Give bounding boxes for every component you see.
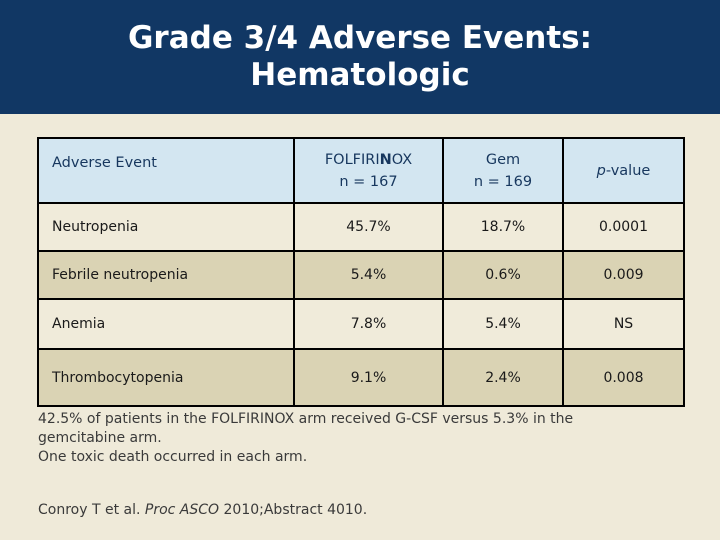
p-value-cell: NS xyxy=(562,298,685,350)
citation-authors: Conroy T et al. xyxy=(38,502,145,518)
folfirinox-value-cell: 7.8% xyxy=(293,298,444,350)
title-band: Grade 3/4 Adverse Events: Hematologic xyxy=(0,0,720,114)
p-value-cell: 0.0001 xyxy=(562,202,685,252)
event-name-cell: Febrile neutropenia xyxy=(37,250,295,300)
p-italic: p xyxy=(596,162,606,179)
event-name-cell: Neutropenia xyxy=(37,202,295,252)
table-row-febrile-neutropenia: Febrile neutropenia 5.4% 0.6% 0.009 xyxy=(37,250,685,300)
folfirinox-text-pre: FOLFIRI xyxy=(324,151,380,168)
p-value-rest: -value xyxy=(605,162,651,179)
table-row-neutropenia: Neutropenia 45.7% 18.7% 0.0001 xyxy=(37,202,685,252)
column-header-p-value: p-value xyxy=(562,137,685,204)
citation-reference: 2010;Abstract 4010. xyxy=(219,502,368,518)
page-title-line-1: Grade 3/4 Adverse Events: xyxy=(127,20,593,56)
gem-header-line2: n = 169 xyxy=(473,173,533,190)
gem-value-cell: 18.7% xyxy=(442,202,564,252)
citation-journal: Proc ASCO xyxy=(144,502,220,518)
event-name-cell: Thrombocytopenia xyxy=(37,348,295,407)
gem-header-line1: Gem xyxy=(485,151,521,168)
footnote-toxic-death: One toxic death occurred in each arm. xyxy=(38,449,308,465)
p-value-cell: 0.009 xyxy=(562,250,685,300)
citation: Conroy T et al. Proc ASCO 2010;Abstract … xyxy=(38,502,367,518)
footnotes: 42.5% of patients in the FOLFIRINOX arm … xyxy=(38,410,660,467)
column-header-gem: Gem n = 169 xyxy=(442,137,564,204)
folfirinox-value-cell: 5.4% xyxy=(293,250,444,300)
folfirinox-value-cell: 45.7% xyxy=(293,202,444,252)
folfirinox-text-bold-n: N xyxy=(379,151,392,168)
gem-value-cell: 2.4% xyxy=(442,348,564,407)
page-title-line-2: Hematologic xyxy=(250,57,470,93)
table-row-thrombocytopenia: Thrombocytopenia 9.1% 2.4% 0.008 xyxy=(37,348,685,407)
folfirinox-header-line2: n = 167 xyxy=(339,173,398,190)
table-header-row: Adverse Event FOLFIRINOX n = 167 Gem n =… xyxy=(37,137,685,204)
footnote-gcsf: 42.5% of patients in the FOLFIRINOX arm … xyxy=(38,411,574,446)
folfirinox-value-cell: 9.1% xyxy=(293,348,444,407)
folfirinox-header-line1: FOLFIRINOX xyxy=(295,149,442,171)
folfirinox-text-post: OX xyxy=(391,151,413,168)
gem-value-cell: 0.6% xyxy=(442,250,564,300)
adverse-events-table: Adverse Event FOLFIRINOX n = 167 Gem n =… xyxy=(37,137,685,407)
p-value-cell: 0.008 xyxy=(562,348,685,407)
event-name-cell: Anemia xyxy=(37,298,295,350)
column-header-adverse-event: Adverse Event xyxy=(37,137,295,204)
table-row-anemia: Anemia 7.8% 5.4% NS xyxy=(37,298,685,350)
gem-value-cell: 5.4% xyxy=(442,298,564,350)
column-header-folfirinox: FOLFIRINOX n = 167 xyxy=(293,137,444,204)
